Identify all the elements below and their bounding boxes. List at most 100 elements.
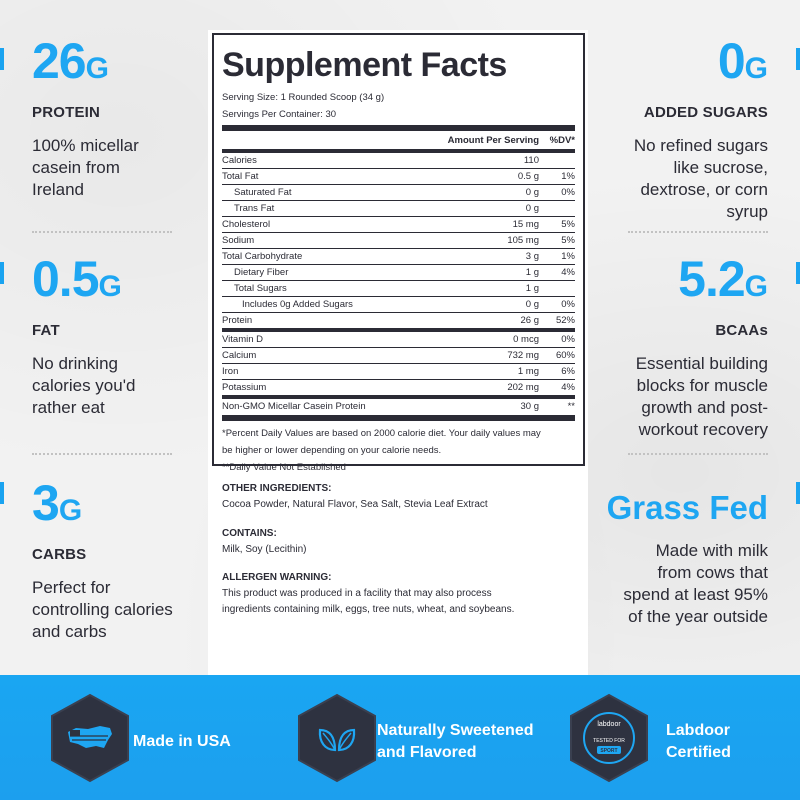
stat-value: Grass Fed xyxy=(606,489,768,526)
facts-cell-amount: 3 g xyxy=(525,251,539,262)
facts-cell-name: Trans Fat xyxy=(234,203,275,214)
facts-cell-dv xyxy=(539,153,575,168)
facts-cell-amount: 30 g xyxy=(520,401,540,412)
stat-description: No refined sugars like sucrose, dextrose, … xyxy=(633,136,768,221)
stat-bcaas: 5.2G BCAAs Essential building blocks for … xyxy=(578,254,768,441)
facts-row: Potassium 202 mg 4% xyxy=(222,380,575,396)
stat-description: No drinking calories you'd rather eat xyxy=(32,354,136,417)
facts-cell-name: Total Sugars xyxy=(234,283,287,294)
facts-cell-name: Protein xyxy=(222,315,253,326)
svg-text:labdoor: labdoor xyxy=(597,721,621,728)
facts-cell-name: Calcium xyxy=(222,350,257,361)
facts-cell-dv: 0% xyxy=(561,299,575,310)
facts-cell-amount: 1 g xyxy=(525,283,539,294)
divider xyxy=(222,150,575,153)
facts-cell-dv: 1% xyxy=(561,171,575,182)
facts-footnote: *Percent Daily Values are based on 2000 … xyxy=(222,428,541,473)
edge-accent xyxy=(0,482,4,504)
label-panel xyxy=(208,30,588,675)
stat-description: Perfect for controlling calories and carbs xyxy=(32,578,173,641)
facts-row: Calories 110 xyxy=(222,153,575,169)
facts-header-row: Amount Per Serving %DV* xyxy=(222,131,575,150)
facts-cell-amount: 15 mg xyxy=(512,219,539,230)
facts-cell-dv: 60% xyxy=(555,350,575,361)
facts-cell-amount: 1 g xyxy=(525,267,539,278)
divider xyxy=(222,396,575,399)
facts-row: Vitamin D 0 mcg 0% xyxy=(222,332,575,348)
facts-cell-amount: 0 g xyxy=(525,299,539,310)
supplement-facts-table: Supplement Facts Serving Size: 1 Rounded… xyxy=(212,33,585,473)
svg-text:SPORT: SPORT xyxy=(600,748,617,754)
facts-cell-name: Calories xyxy=(222,155,257,166)
facts-cell-name: Non-GMO Micellar Casein Protein xyxy=(222,401,366,412)
facts-cell-name: Total Carbohydrate xyxy=(222,251,303,262)
facts-row: Total Sugars 1 g xyxy=(222,281,575,297)
stat-description: Made with milk from cows that spend at lea… xyxy=(623,541,768,626)
stat-value: 26G xyxy=(32,33,109,89)
facts-row: Cholesterol 15 mg 5% xyxy=(222,217,575,233)
facts-cell-amount: 732 mg xyxy=(507,350,539,361)
stat-value: 3G xyxy=(32,475,83,531)
svg-text:TESTED FOR: TESTED FOR xyxy=(593,738,625,744)
edge-accent xyxy=(0,262,4,284)
facts-cell-amount: 105 mg xyxy=(507,235,539,246)
facts-cell-name: Sodium xyxy=(222,235,255,246)
stat-value: 0G xyxy=(717,33,768,89)
leaves-icon xyxy=(295,692,379,784)
facts-title: Supplement Facts xyxy=(222,46,507,84)
facts-cell-name: Saturated Fat xyxy=(234,187,292,198)
edge-accent xyxy=(796,262,800,284)
contains: CONTAINS: Milk, Soy (Lecithin) xyxy=(222,528,307,555)
facts-cell-dv: 0% xyxy=(561,187,575,198)
badge-labdoor-certified: Labdoor Certified xyxy=(666,722,731,761)
badge-made-in-usa: Made in USA xyxy=(133,733,231,750)
stat-label: FAT xyxy=(32,322,60,339)
stat-description: 100% micellar casein from Ireland xyxy=(32,136,139,199)
divider xyxy=(32,453,172,455)
divider xyxy=(628,231,768,233)
facts-cell-amount: 26 g xyxy=(520,315,540,326)
facts-row: Total Carbohydrate 3 g 1% xyxy=(222,249,575,265)
facts-cell-name: Total Fat xyxy=(222,171,259,182)
facts-cell-dv xyxy=(539,201,575,216)
facts-cell-name: Dietary Fiber xyxy=(234,267,289,278)
facts-cell-dv: 4% xyxy=(561,382,575,393)
facts-row: Saturated Fat 0 g 0% xyxy=(222,185,575,201)
facts-cell-dv: 5% xyxy=(561,235,575,246)
facts-row: Protein 26 g 52% xyxy=(222,313,575,329)
facts-cell-amount: 202 mg xyxy=(507,382,539,393)
facts-row: Trans Fat 0 g xyxy=(222,201,575,217)
facts-cell-name: Iron xyxy=(222,366,239,377)
other-ingredients: OTHER INGREDIENTS: Cocoa Powder, Natural… xyxy=(222,483,488,510)
divider xyxy=(628,453,768,455)
servings-per-container: Servings Per Container: 30 xyxy=(222,109,337,120)
facts-row: Sodium 105 mg 5% xyxy=(222,233,575,249)
stat-added-sugars: 0G ADDED SUGARS No refined sugars like su… xyxy=(578,36,768,223)
edge-accent xyxy=(796,482,800,504)
stat-grass-fed: Grass Fed Made with milk from cows that sp… xyxy=(568,488,768,628)
facts-row: Calcium 732 mg 60% xyxy=(222,348,575,364)
usa-flag-map-icon xyxy=(48,692,132,784)
facts-cell-dv: 52% xyxy=(555,315,575,326)
facts-cell-amount: 0 mcg xyxy=(513,334,539,345)
stat-description: Essential building blocks for muscle growt… xyxy=(635,354,768,439)
serving-size: Serving Size: 1 Rounded Scoop (34 g) xyxy=(222,92,385,103)
stat-protein: 26G PROTEIN 100% micellar casein from Irel… xyxy=(32,36,222,201)
stat-value: 0.5G xyxy=(32,251,122,307)
facts-cell-amount: 0 g xyxy=(525,203,539,214)
labdoor-seal-icon: labdoor TESTED FOR SPORT xyxy=(567,692,651,784)
facts-row: Iron 1 mg 6% xyxy=(222,364,575,380)
divider xyxy=(222,125,575,131)
divider xyxy=(222,329,575,332)
divider xyxy=(32,231,172,233)
facts-row: Total Fat 0.5 g 1% xyxy=(222,169,575,185)
facts-cell-amount: 110 xyxy=(523,155,539,166)
facts-cell-dv: 1% xyxy=(561,251,575,262)
edge-accent xyxy=(796,48,800,70)
facts-cell-name: Includes 0g Added Sugars xyxy=(242,299,353,310)
edge-accent xyxy=(0,48,4,70)
facts-row: Non-GMO Micellar Casein Protein 30 g ** xyxy=(222,399,575,415)
facts-row: Dietary Fiber 1 g 4% xyxy=(222,265,575,281)
stat-carbs: 3G CARBS Perfect for controlling calories… xyxy=(32,478,222,643)
features-band xyxy=(0,675,800,800)
